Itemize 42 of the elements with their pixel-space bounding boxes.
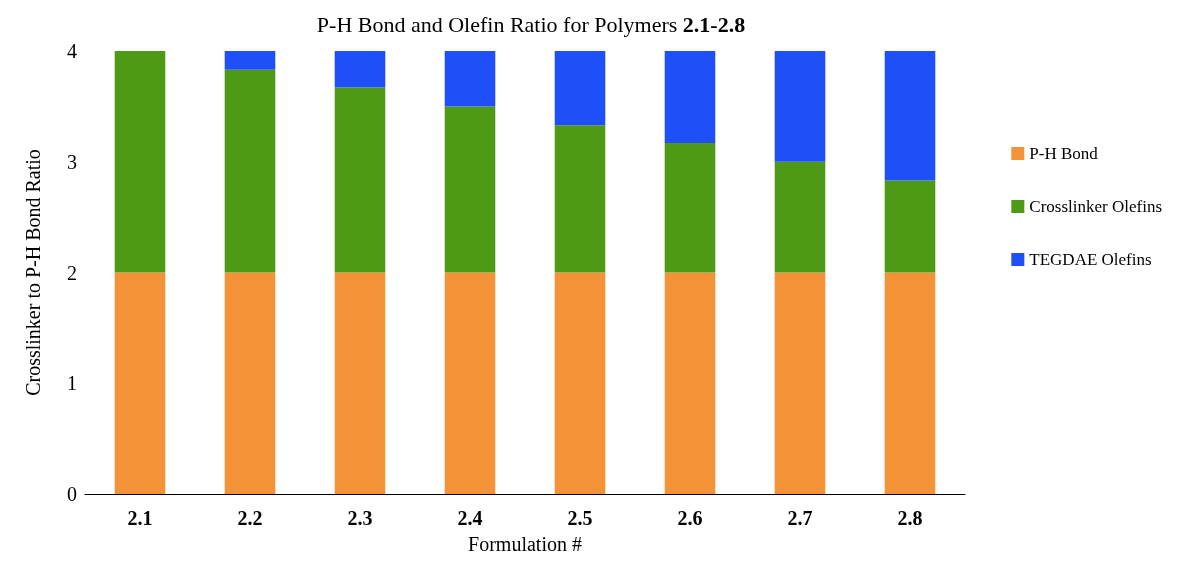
x-tick-label: 2.7	[787, 507, 813, 529]
x-tick-label: 2.4	[457, 507, 483, 529]
bar	[554, 125, 606, 273]
x-tick-label: 2.3	[347, 507, 373, 529]
x-tick-label: 2.2	[237, 507, 263, 529]
y-tick-label: 2	[67, 261, 77, 284]
y-tick-label: 1	[67, 372, 77, 395]
y-axis-title: Crosslinker to P-H Bond Ratio	[22, 149, 44, 396]
x-tick-label: 2.5	[567, 507, 593, 529]
bar	[664, 51, 716, 143]
bar	[334, 87, 386, 273]
bar	[774, 51, 826, 162]
bar	[554, 51, 606, 126]
y-tick-label: 4	[67, 40, 77, 62]
legend-label: TEGDAE Olefins	[1029, 250, 1152, 269]
bar	[884, 180, 936, 273]
bar	[444, 106, 496, 273]
bar	[334, 272, 386, 494]
bar	[444, 51, 496, 107]
bar	[774, 161, 826, 273]
x-axis-title: Formulation #	[468, 533, 582, 555]
bar	[884, 51, 936, 181]
bar	[224, 69, 276, 273]
bar	[224, 51, 276, 70]
x-tick-label: 2.8	[897, 507, 923, 529]
bar	[114, 51, 166, 273]
bar	[664, 142, 716, 273]
bar	[444, 272, 496, 494]
bar	[334, 51, 386, 88]
legend-label: P-H Bond	[1029, 144, 1099, 163]
x-tick-label: 2.1	[127, 507, 153, 529]
legend-label: Crosslinker Olefins	[1029, 197, 1163, 216]
chart-title: P-H Bond and Olefin Ratio for Polymers 2.1-2.8	[316, 11, 746, 37]
y-tick-label: 0	[67, 483, 77, 505]
bar	[114, 272, 166, 494]
x-tick-label: 2.6	[677, 507, 703, 529]
bar	[884, 272, 936, 494]
y-tick-label: 3	[67, 150, 77, 173]
bar	[554, 272, 606, 494]
bar	[664, 272, 716, 494]
bar	[774, 272, 826, 494]
bar	[224, 272, 276, 494]
